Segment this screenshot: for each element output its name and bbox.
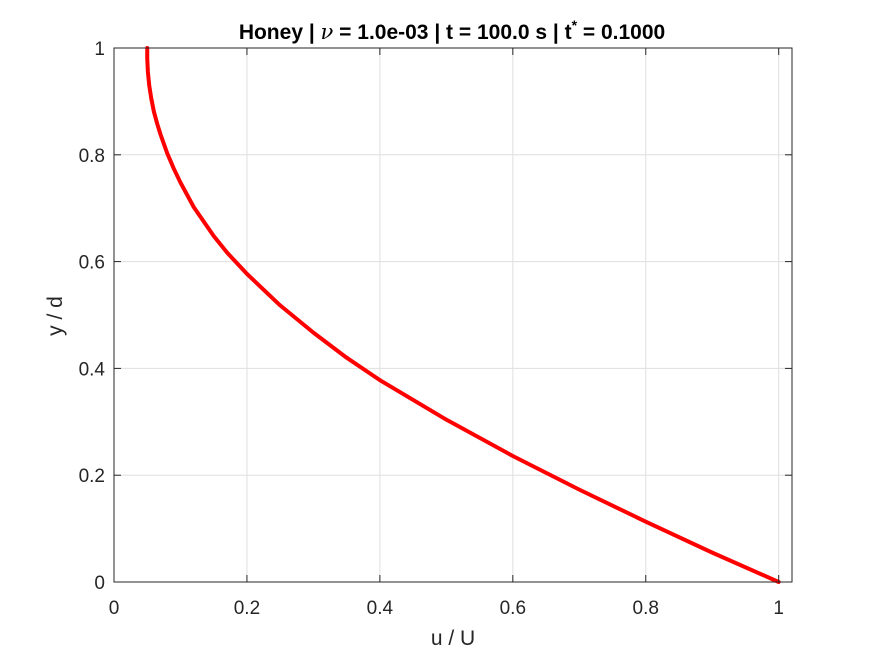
y-tick-label-5: 1 (94, 39, 105, 60)
x-tick-label-1: 0.2 (234, 598, 260, 619)
title-symbol-nu: ν (321, 20, 334, 44)
x-axis-label: u / U (431, 627, 475, 650)
chart-title: Honey | ν = 1.0e-03 | t = 100.0 s | t* =… (239, 17, 665, 44)
x-tick-label-0: 0 (109, 598, 120, 619)
x-tick-label-5: 1 (773, 598, 784, 619)
x-tick-label-2: 0.4 (367, 598, 394, 619)
tick-labels: 0 0.2 0.4 0.6 0.8 1 0 0.2 0.4 0.6 0.8 1 (79, 39, 784, 619)
axes (113, 47, 793, 583)
axes-box (113, 47, 793, 583)
plot-background (114, 48, 792, 582)
y-tick-label-2: 0.4 (79, 359, 106, 380)
title-suffix: = 0.1000 (577, 21, 665, 44)
series-line-0 (145, 46, 781, 584)
y-axis-label: y / d (44, 296, 67, 336)
title-superscript: * (572, 17, 578, 33)
title-middle: = 1.0e-03 | t = 100.0 s | t (333, 21, 571, 44)
title-prefix: Honey | (239, 21, 321, 44)
y-tick-label-3: 0.6 (79, 253, 105, 274)
plot-area (145, 46, 781, 584)
y-tick-label-4: 0.8 (79, 146, 105, 167)
grid (114, 48, 792, 582)
x-tick-label-3: 0.6 (500, 598, 526, 619)
y-tick-label-0: 0 (94, 573, 105, 594)
y-tick-label-1: 0.2 (79, 466, 105, 487)
x-tick-label-4: 0.8 (633, 598, 659, 619)
